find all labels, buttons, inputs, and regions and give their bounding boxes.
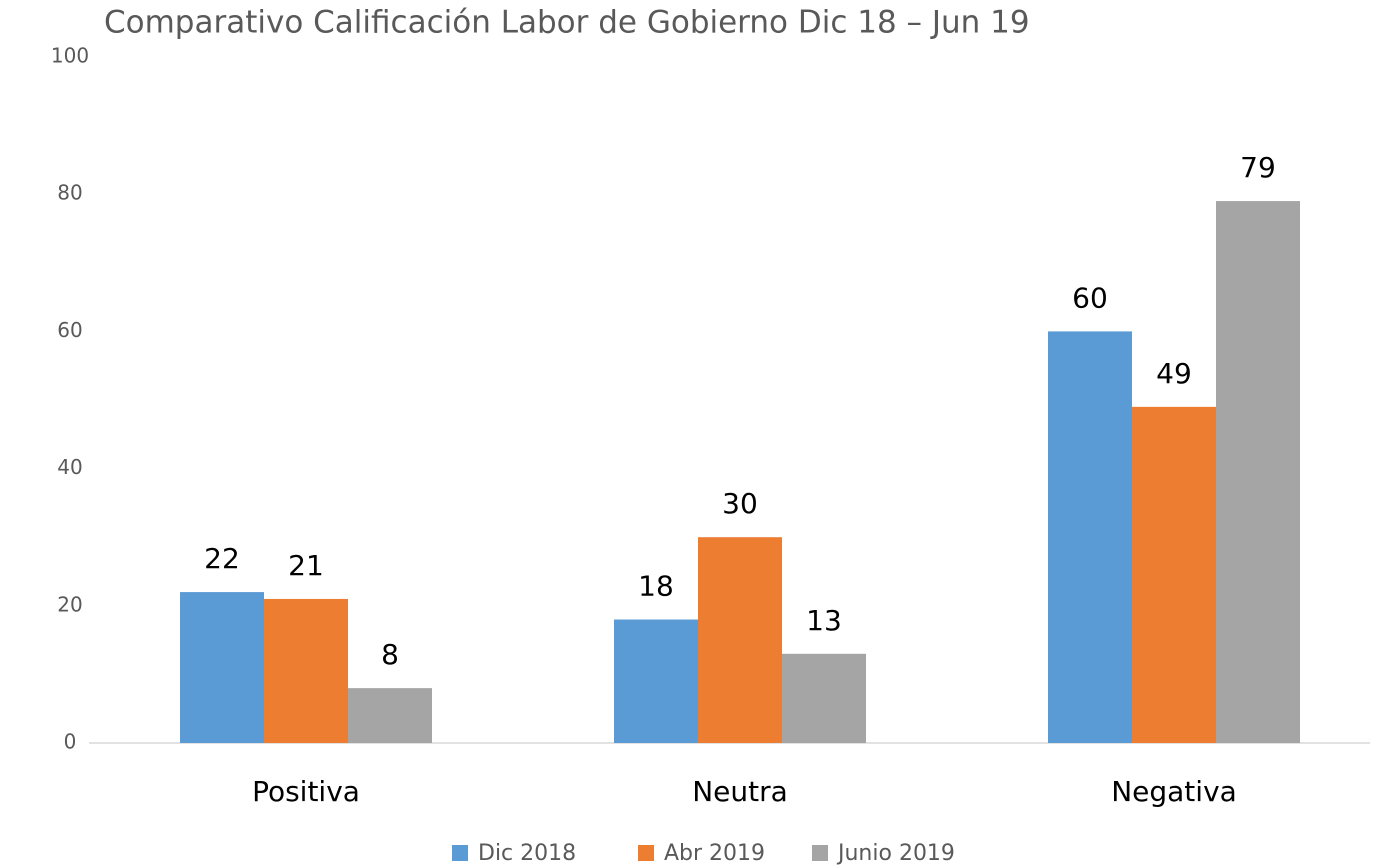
data-label: 8: [381, 638, 399, 671]
x-tick-label: Positiva: [252, 775, 360, 808]
y-tick-label: 40: [57, 455, 82, 479]
data-label: 49: [1156, 357, 1192, 390]
x-tick-label: Neutra: [692, 775, 788, 808]
legend-swatch: [638, 845, 654, 861]
bar: [698, 537, 782, 743]
legend-label: Junio 2019: [836, 841, 955, 866]
y-tick-label: 20: [57, 592, 82, 616]
data-label: 18: [638, 570, 674, 603]
chart-title: Comparativo Calificación Labor de Gobier…: [104, 5, 1030, 41]
y-tick-label: 80: [57, 181, 82, 205]
bar: [614, 619, 698, 743]
data-label: 22: [204, 542, 240, 575]
data-label: 60: [1072, 281, 1108, 314]
data-label: 30: [722, 487, 758, 520]
data-label: 13: [806, 604, 842, 637]
data-label: 79: [1240, 151, 1276, 184]
bar: [1048, 331, 1132, 743]
bar: [180, 592, 264, 743]
legend-swatch: [452, 845, 468, 861]
legend-label: Dic 2018: [478, 841, 576, 866]
legend-label: Abr 2019: [664, 841, 765, 866]
y-tick-label: 0: [64, 730, 77, 754]
y-tick-label: 60: [57, 318, 82, 342]
x-tick-label: Negativa: [1111, 775, 1237, 808]
bar: [264, 598, 348, 743]
bar: [348, 688, 432, 743]
y-tick-label: 100: [51, 44, 89, 68]
bar: [1216, 201, 1300, 743]
data-label: 21: [288, 549, 324, 582]
legend-swatch: [812, 845, 828, 861]
bar: [782, 653, 866, 743]
bar: [1132, 406, 1216, 743]
